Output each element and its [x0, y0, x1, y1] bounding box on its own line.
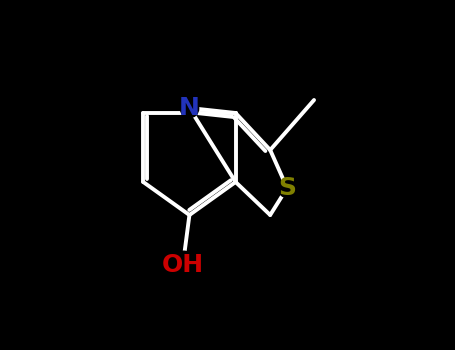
Text: OH: OH — [162, 253, 204, 278]
Text: N: N — [179, 96, 200, 120]
Text: S: S — [278, 176, 296, 200]
